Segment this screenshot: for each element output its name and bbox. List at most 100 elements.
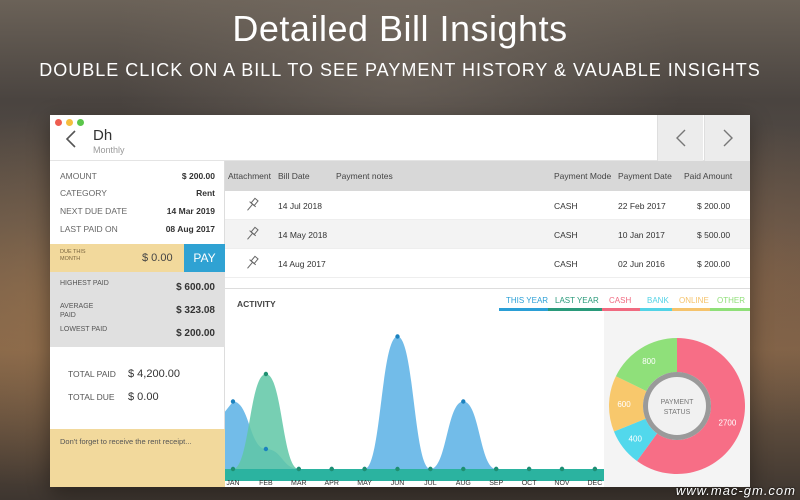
payment-history-table: Attachment Bill Date Payment notes Payme… bbox=[225, 161, 750, 288]
data-point[interactable] bbox=[461, 466, 466, 472]
previous-bill-button[interactable] bbox=[657, 115, 703, 161]
minimize-window-button[interactable] bbox=[66, 119, 73, 126]
data-point[interactable] bbox=[461, 399, 466, 404]
column-header-payment-date[interactable]: Payment Date bbox=[618, 171, 672, 181]
filter-online[interactable]: ONLINE bbox=[679, 296, 709, 305]
pin-icon[interactable] bbox=[245, 226, 259, 242]
data-point[interactable] bbox=[526, 466, 532, 472]
pin-icon[interactable] bbox=[245, 255, 259, 271]
table-row[interactable]: 14 Aug 2017 CASH 02 Jun 2016 $ 200.00 bbox=[225, 249, 750, 278]
x-tick-label: JUL bbox=[424, 480, 437, 487]
payment-status-donut-chart: 2700 400 600 800 PAYMENT STATUS bbox=[609, 338, 745, 474]
zoom-window-button[interactable] bbox=[77, 119, 84, 126]
lowest-paid-label: LOWEST PAID bbox=[60, 326, 108, 333]
paid-amount-cell: $ 500.00 bbox=[697, 230, 731, 240]
due-this-month-box: DUE THIS MONTH $ 0.00 PAY bbox=[50, 244, 225, 272]
category-value: Rent bbox=[196, 188, 215, 198]
bill-name: Dh bbox=[93, 127, 113, 144]
paid-amount-cell: $ 200.00 bbox=[697, 259, 731, 269]
donut-center bbox=[648, 377, 706, 435]
filter-other[interactable]: OTHER bbox=[717, 296, 745, 305]
x-tick-label: JUN bbox=[391, 480, 405, 487]
bill-date-cell: 14 May 2018 bbox=[278, 230, 328, 240]
data-point[interactable] bbox=[230, 399, 236, 404]
table-row[interactable]: 14 May 2018 CASH 10 Jan 2017 $ 500.00 bbox=[225, 220, 750, 249]
data-point[interactable] bbox=[428, 466, 433, 472]
x-tick-label: NOV bbox=[554, 480, 570, 487]
payment-mode-cell: CASH bbox=[554, 259, 578, 269]
donut-slice[interactable] bbox=[615, 338, 677, 392]
bill-note-box[interactable]: Don't forget to receive the rent receipt… bbox=[50, 429, 225, 487]
filter-this-year[interactable]: THIS YEAR bbox=[506, 296, 549, 305]
data-point[interactable] bbox=[263, 371, 269, 377]
next-due-row: NEXT DUE DATE 14 Mar 2019 bbox=[60, 206, 215, 216]
filter-indicator-bar bbox=[672, 308, 717, 311]
average-paid-label: AVERAGE PAID bbox=[60, 303, 94, 319]
data-point[interactable] bbox=[395, 334, 400, 339]
area-series-last-year bbox=[225, 374, 603, 469]
highest-paid-label: HIGHEST PAID bbox=[60, 280, 109, 287]
donut-center-label: PAYMENT bbox=[661, 399, 695, 406]
filter-cash[interactable]: CASH bbox=[609, 296, 632, 305]
column-header-paid-amount[interactable]: Paid Amount bbox=[684, 171, 733, 181]
total-paid-value: $ 4,200.00 bbox=[128, 368, 180, 380]
category-label: CATEGORY bbox=[60, 188, 107, 198]
filter-indicator-bar bbox=[548, 308, 609, 311]
payment-date-cell: 22 Feb 2017 bbox=[618, 201, 666, 211]
close-window-button[interactable] bbox=[55, 119, 62, 126]
payment-stats-box: HIGHEST PAID $ 600.00 AVERAGE PAID $ 323… bbox=[50, 272, 225, 347]
last-paid-value: 08 Aug 2017 bbox=[165, 224, 215, 234]
hero-title: Detailed Bill Insights bbox=[232, 8, 568, 49]
title-bar: Dh Monthly bbox=[50, 115, 750, 161]
payment-date-cell: 10 Jan 2017 bbox=[618, 230, 665, 240]
data-point[interactable] bbox=[329, 466, 334, 472]
data-point[interactable] bbox=[230, 466, 236, 472]
column-header-attachment[interactable]: Attachment bbox=[228, 171, 271, 181]
filter-indicator-bar bbox=[640, 308, 676, 311]
pin-icon[interactable] bbox=[245, 197, 259, 213]
activity-area-chart: JAN FEB MAR APR MAY JUN JUL AUG SEP OCT NOV DEC bbox=[225, 334, 604, 487]
donut-slice[interactable] bbox=[637, 338, 745, 474]
next-bill-button[interactable] bbox=[704, 115, 750, 161]
filter-bank[interactable]: BANK bbox=[647, 296, 669, 305]
filter-indicator-bar bbox=[499, 308, 558, 311]
x-tick-label: JAN bbox=[226, 480, 239, 487]
donut-slice[interactable] bbox=[613, 418, 658, 462]
column-header-bill-date[interactable]: Bill Date bbox=[278, 171, 310, 181]
filter-indicator-bar bbox=[710, 308, 750, 311]
data-point[interactable] bbox=[263, 446, 269, 452]
pay-button[interactable]: PAY bbox=[184, 244, 225, 272]
payment-mode-cell: CASH bbox=[554, 201, 578, 211]
x-tick-label: OCT bbox=[522, 480, 538, 487]
bill-date-cell: 14 Aug 2017 bbox=[278, 259, 326, 269]
total-paid-label: TOTAL PAID bbox=[68, 369, 116, 379]
data-point[interactable] bbox=[494, 466, 499, 472]
chevron-right-icon bbox=[723, 129, 733, 147]
bill-date-cell: 14 Jul 2018 bbox=[278, 201, 322, 211]
category-row: CATEGORY Rent bbox=[60, 188, 215, 198]
x-tick-label: APR bbox=[324, 480, 338, 487]
data-point[interactable] bbox=[296, 466, 301, 472]
average-paid-value: $ 323.08 bbox=[176, 305, 215, 316]
activity-title: ACTIVITY bbox=[237, 299, 276, 309]
amount-row: AMOUNT $ 200.00 bbox=[60, 171, 215, 181]
donut-slice-label: 400 bbox=[629, 435, 643, 444]
back-chevron-icon[interactable] bbox=[64, 129, 78, 149]
column-header-payment-notes[interactable]: Payment notes bbox=[336, 171, 393, 181]
last-paid-row: LAST PAID ON 08 Aug 2017 bbox=[60, 224, 215, 234]
amount-value: $ 200.00 bbox=[181, 171, 215, 181]
data-point[interactable] bbox=[559, 466, 565, 472]
column-header-payment-mode[interactable]: Payment Mode bbox=[554, 171, 612, 181]
data-point[interactable] bbox=[592, 466, 598, 472]
next-due-value: 14 Mar 2019 bbox=[166, 206, 215, 216]
data-point[interactable] bbox=[395, 466, 400, 472]
filter-last-year[interactable]: LAST YEAR bbox=[555, 296, 599, 305]
payment-status-panel: 2700 400 600 800 PAYMENT STATUS bbox=[604, 311, 750, 487]
data-point[interactable] bbox=[362, 466, 367, 472]
window-controls bbox=[55, 119, 84, 126]
table-row[interactable]: 14 Jul 2018 CASH 22 Feb 2017 $ 200.00 bbox=[225, 191, 750, 220]
hero-subtitle: DOUBLE CLICK ON A BILL TO SEE PAYMENT HI… bbox=[39, 60, 761, 80]
donut-slice[interactable] bbox=[609, 376, 647, 432]
donut-slice-label: 600 bbox=[617, 400, 631, 409]
next-due-label: NEXT DUE DATE bbox=[60, 206, 128, 216]
